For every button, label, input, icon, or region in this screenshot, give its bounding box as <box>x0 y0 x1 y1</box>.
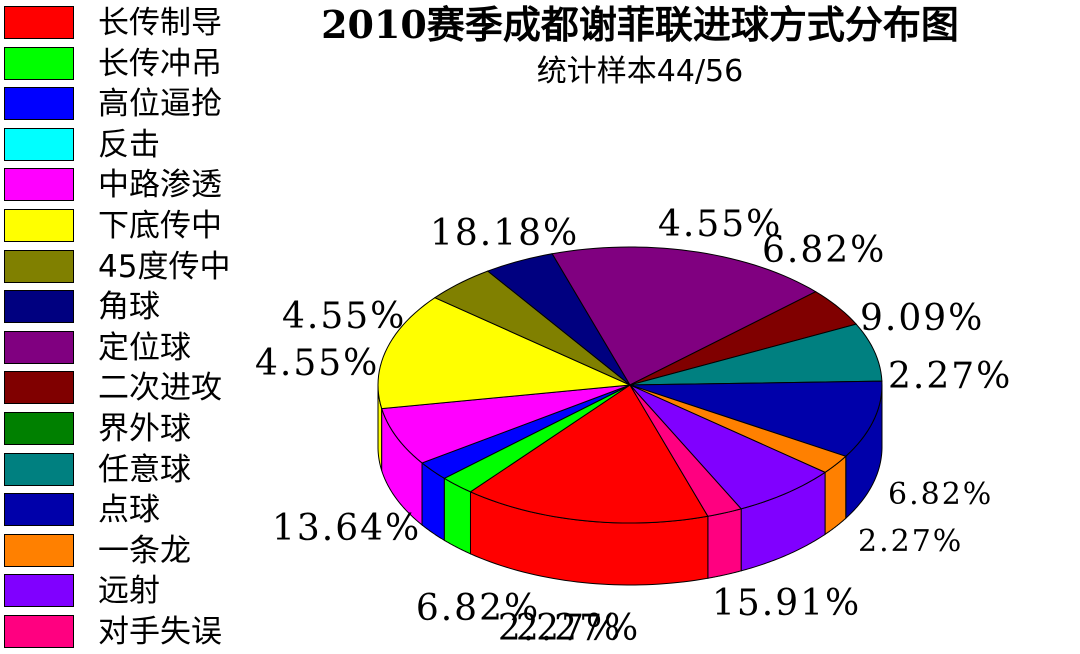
pie-slice <box>629 380 883 457</box>
legend-label: 任意球 <box>98 451 191 488</box>
legend-label: 一条龙 <box>98 532 191 569</box>
pie-slice <box>629 384 847 473</box>
legend-item: 一条龙 <box>4 532 254 573</box>
pie-slice <box>551 246 817 386</box>
pie-slice <box>421 384 631 479</box>
legend-label: 下底传中 <box>98 207 222 244</box>
pie-slice <box>486 253 631 386</box>
legend-label: 远射 <box>98 573 160 610</box>
legend-item: 定位球 <box>4 329 254 370</box>
pie-slice <box>629 323 883 386</box>
legend-swatch <box>4 574 74 608</box>
legend-item: 45度传中 <box>4 248 254 289</box>
pie-sides <box>377 384 883 586</box>
slice-value-label: 2.27% <box>888 356 1012 397</box>
slice-value-label: 2.27% <box>858 524 963 559</box>
legend-item: 中路渗透 <box>4 166 254 207</box>
chart-title: 2010赛季成都谢菲联进球方式分布图 <box>321 2 959 47</box>
legend-label: 点球 <box>98 492 160 529</box>
legend-swatch <box>4 411 74 445</box>
legend-swatch <box>4 6 74 39</box>
legend-label: 定位球 <box>98 329 191 366</box>
slice-value-label: 13.64% <box>272 508 421 549</box>
legend-item: 远射 <box>4 572 254 613</box>
pie-slice <box>377 297 632 410</box>
chart-subtitle: 统计样本44/56 <box>536 54 744 89</box>
legend-item: 二次进攻 <box>4 369 254 410</box>
slice-value-label: 6.82% <box>762 230 886 271</box>
legend-swatch <box>4 371 74 405</box>
slice-value-label: 2.27% <box>516 608 640 649</box>
slice-value-label: 15.91% <box>712 583 861 624</box>
legend-swatch <box>4 208 74 242</box>
legend-swatch <box>4 87 74 121</box>
legend-swatch <box>4 127 74 161</box>
legend-item: 界外球 <box>4 410 254 451</box>
slice-value-label: 4.55% <box>255 343 379 384</box>
slice-value-label: 2.27% <box>498 608 622 649</box>
slice-value-label: 4.55% <box>282 296 406 337</box>
legend-label: 界外球 <box>98 410 191 447</box>
legend-swatch <box>4 533 74 567</box>
pie-slice <box>629 384 827 510</box>
legend-swatch <box>4 493 74 527</box>
pie-tops <box>377 246 883 524</box>
slice-value-label: 6.82% <box>416 588 540 629</box>
legend-swatch <box>4 46 74 80</box>
legend-item: 高位逼抢 <box>4 85 254 126</box>
pie-slice <box>469 384 709 524</box>
legend-item: 对手失误 <box>4 613 254 654</box>
legend-swatch <box>4 249 74 283</box>
pie-slice <box>433 270 631 386</box>
legend-label: 中路渗透 <box>98 167 222 204</box>
slice-value-label: 18.18% <box>430 213 579 254</box>
legend-item: 长传冲吊 <box>4 45 254 86</box>
slice-value-label: 6.82% <box>888 477 993 512</box>
slice-value-label: 9.09% <box>860 298 984 339</box>
chart-legend: 长传制导 长传冲吊 高位逼抢 反击 中路渗透 下底传中 45度传中 角球 定位球… <box>4 4 254 654</box>
pie-slice <box>629 291 858 386</box>
pie-side-segment <box>707 508 742 579</box>
slice-value-label: 4.55% <box>658 204 782 245</box>
legend-label: 角球 <box>98 289 160 326</box>
legend-swatch <box>4 168 74 202</box>
legend-item: 任意球 <box>4 451 254 492</box>
legend-item: 反击 <box>4 126 254 167</box>
legend-label: 反击 <box>98 126 160 163</box>
legend-label: 45度传中 <box>98 248 231 285</box>
pie-slice <box>443 384 631 493</box>
pie-slice <box>381 384 631 464</box>
legend-swatch <box>4 330 74 364</box>
legend-item: 长传制导 <box>4 4 254 45</box>
legend-label: 二次进攻 <box>98 370 222 407</box>
legend-item: 角球 <box>4 288 254 329</box>
legend-swatch <box>4 290 74 324</box>
legend-swatch <box>4 614 74 648</box>
legend-item: 下底传中 <box>4 207 254 248</box>
legend-swatch <box>4 452 74 486</box>
legend-label: 对手失误 <box>98 613 222 650</box>
legend-label: 长传冲吊 <box>98 45 222 82</box>
legend-label: 高位逼抢 <box>98 86 222 123</box>
pie-labels: 15.91%2.27%2.27%6.82%13.64%4.55%4.55%18.… <box>255 204 1012 649</box>
legend-label: 长传制导 <box>98 5 222 41</box>
pie-slice <box>629 384 743 517</box>
legend-item: 点球 <box>4 491 254 532</box>
